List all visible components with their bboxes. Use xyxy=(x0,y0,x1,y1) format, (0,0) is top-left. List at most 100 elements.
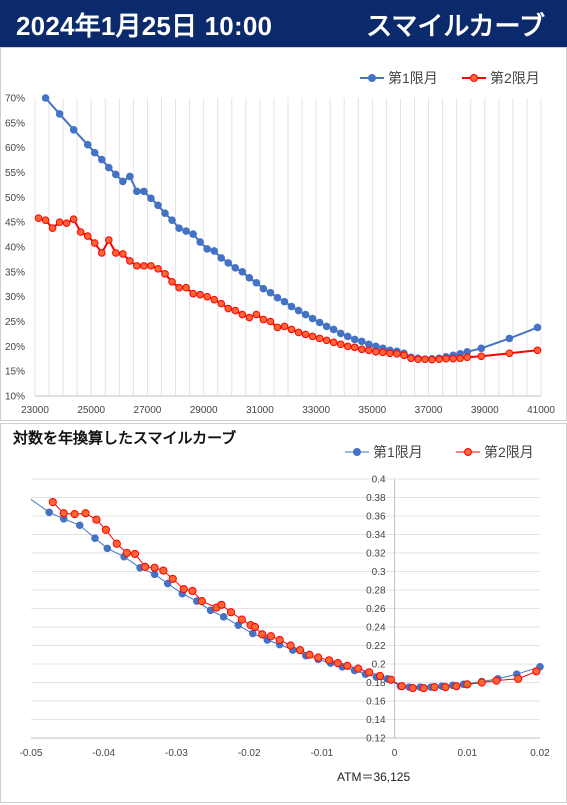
data-point-series-2 xyxy=(104,236,113,244)
data-point-series-1 xyxy=(182,227,190,235)
data-point-series-2 xyxy=(62,219,71,227)
data-point-series-2 xyxy=(168,277,176,286)
y-tick-label: 0.18 xyxy=(366,678,386,689)
data-point-series-1 xyxy=(203,245,211,253)
data-point-series-2 xyxy=(159,566,168,575)
data-point-series-1 xyxy=(75,521,84,530)
data-point-series-2 xyxy=(168,574,177,583)
data-point-series-1 xyxy=(189,230,197,238)
data-point-series-2 xyxy=(336,340,345,349)
data-point-series-1 xyxy=(104,163,113,172)
y-tick-label: 0.24 xyxy=(366,623,386,634)
data-point-series-1 xyxy=(238,268,247,276)
data-point-series-2 xyxy=(258,630,267,639)
data-point-series-2 xyxy=(252,310,261,319)
x-tick-label: 23000 xyxy=(21,405,49,416)
smile-curve-chart: 10% 15% 20% 25% 30% 35% 40% 45% 50% 55% 60% 65% 70% 2… xyxy=(5,70,555,416)
data-point-series-2 xyxy=(203,292,211,301)
data-point-series-2 xyxy=(273,323,282,332)
data-point-series-2 xyxy=(428,355,436,364)
x-tick-label: 33000 xyxy=(302,405,330,416)
series-line-2 xyxy=(52,501,537,689)
data-point-series-2 xyxy=(514,674,523,683)
data-point-series-1 xyxy=(245,273,254,282)
legend-marker-2 xyxy=(464,448,472,456)
data-point-series-1 xyxy=(252,278,261,287)
data-point-series-2 xyxy=(421,355,429,364)
y-tick-label: 15% xyxy=(5,367,25,378)
data-point-series-2 xyxy=(210,295,219,304)
data-point-series-1 xyxy=(150,570,159,579)
data-point-series-1 xyxy=(477,344,486,353)
data-point-series-1 xyxy=(248,629,257,638)
x-tick-label: -0.05 xyxy=(20,748,43,759)
data-point-series-2 xyxy=(414,355,422,364)
data-point-series-1 xyxy=(294,306,303,315)
data-point-series-2 xyxy=(275,635,284,645)
y-tick-label: 0.38 xyxy=(366,493,386,504)
y-tick-label: 50% xyxy=(5,193,25,204)
data-point-series-2 xyxy=(456,354,464,363)
data-point-series-2 xyxy=(343,661,352,670)
data-point-series-2 xyxy=(533,346,542,355)
data-point-series-2 xyxy=(477,678,486,687)
data-point-series-2 xyxy=(34,214,43,222)
data-point-series-1 xyxy=(322,322,331,331)
data-point-series-2 xyxy=(238,310,247,319)
data-point-series-2 xyxy=(147,262,155,270)
data-point-series-2 xyxy=(81,509,90,518)
data-point-series-2 xyxy=(112,539,121,548)
data-point-series-2 xyxy=(224,304,233,313)
x-tick-label: 29000 xyxy=(190,405,218,416)
legend-marker-1 xyxy=(368,74,376,82)
data-point-series-2 xyxy=(322,336,331,345)
data-point-series-1 xyxy=(45,508,53,517)
data-point-series-2 xyxy=(325,656,334,665)
data-point-series-2 xyxy=(400,351,408,360)
data-point-series-1 xyxy=(350,335,359,344)
data-point-series-2 xyxy=(150,563,159,572)
y-tick-label: 0.14 xyxy=(366,715,386,726)
header-banner: 2024年1月25日 10:00 スマイルカーブ xyxy=(0,0,567,47)
annualized-log-smile-chart: 対数を年換算したスマイルカーブ 0.12 0.14 0.16 0.18 0.2 0.22 0.… xyxy=(12,429,550,784)
data-point-series-2 xyxy=(245,313,254,322)
x-tick-label: 39000 xyxy=(471,405,499,416)
data-point-series-2 xyxy=(97,249,106,257)
chart-title: 対数を年換算したスマイルカーブ xyxy=(12,429,236,447)
data-point-series-2 xyxy=(357,345,366,354)
data-point-series-2 xyxy=(375,671,385,681)
data-point-series-2 xyxy=(295,646,305,655)
x-tick-label: 35000 xyxy=(358,405,386,416)
data-point-series-2 xyxy=(197,597,206,606)
data-point-series-2 xyxy=(315,334,324,343)
data-point-series-1 xyxy=(163,579,172,588)
data-point-series-1 xyxy=(259,284,268,293)
y-tick-label: 70% xyxy=(5,94,25,105)
data-point-series-1 xyxy=(41,94,50,102)
y-tick-label: 65% xyxy=(5,118,25,129)
data-point-series-2 xyxy=(126,257,134,265)
y-tick-label: 45% xyxy=(5,218,25,229)
data-point-series-2 xyxy=(161,270,169,278)
data-point-series-1 xyxy=(357,337,366,346)
data-point-series-2 xyxy=(408,683,417,693)
data-point-series-1 xyxy=(168,216,176,224)
data-point-series-2 xyxy=(217,600,226,609)
data-point-series-2 xyxy=(112,249,120,257)
data-point-series-2 xyxy=(188,586,197,596)
data-point-series-2 xyxy=(250,622,260,632)
legend-label-2: 第2限月 xyxy=(490,70,540,86)
data-point-series-2 xyxy=(350,343,359,352)
data-point-series-2 xyxy=(48,498,57,507)
data-point-series-2 xyxy=(386,349,394,358)
data-point-series-2 xyxy=(372,347,380,356)
y-tick-label: 20% xyxy=(5,342,25,353)
data-point-series-1 xyxy=(287,302,296,311)
data-point-series-2 xyxy=(101,525,110,534)
data-point-series-1 xyxy=(329,325,338,334)
data-point-series-2 xyxy=(140,262,148,270)
data-point-series-2 xyxy=(92,515,101,524)
data-point-series-2 xyxy=(287,325,296,334)
data-point-series-1 xyxy=(147,194,155,203)
data-point-series-2 xyxy=(286,641,295,650)
